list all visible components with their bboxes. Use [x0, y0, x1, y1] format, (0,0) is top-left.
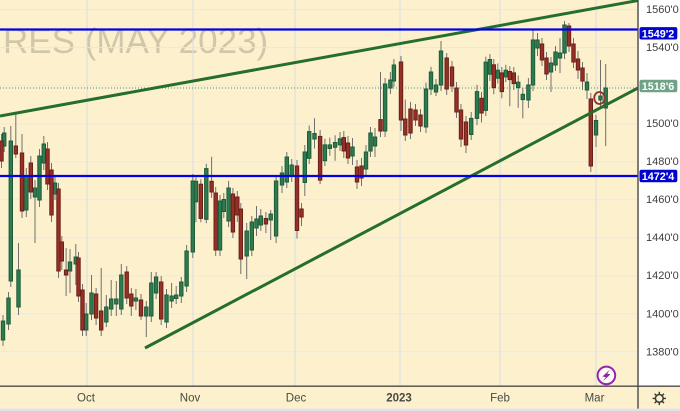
- svg-text:1440'0: 1440'0: [646, 232, 679, 244]
- svg-text:1420'0: 1420'0: [646, 270, 679, 282]
- svg-text:1380'0: 1380'0: [646, 346, 679, 358]
- svg-text:Nov: Nov: [180, 393, 201, 405]
- svg-text:1540'0: 1540'0: [646, 42, 679, 54]
- svg-text:1480'0: 1480'0: [646, 156, 679, 168]
- svg-text:RES (MAY 2023): RES (MAY 2023): [3, 22, 268, 61]
- svg-text:1500'0: 1500'0: [646, 118, 679, 130]
- svg-text:1472'4: 1472'4: [642, 171, 675, 183]
- svg-text:2023: 2023: [386, 393, 412, 405]
- svg-text:1518'6: 1518'6: [642, 81, 675, 93]
- svg-text:Feb: Feb: [490, 393, 510, 405]
- svg-text:1549'2: 1549'2: [642, 28, 675, 40]
- svg-text:1400'0: 1400'0: [646, 308, 679, 320]
- svg-text:Mar: Mar: [585, 393, 605, 405]
- svg-text:Dec: Dec: [286, 393, 307, 405]
- svg-text:1460'0: 1460'0: [646, 194, 679, 206]
- svg-text:Oct: Oct: [77, 393, 96, 405]
- svg-text:1560'0: 1560'0: [646, 4, 679, 16]
